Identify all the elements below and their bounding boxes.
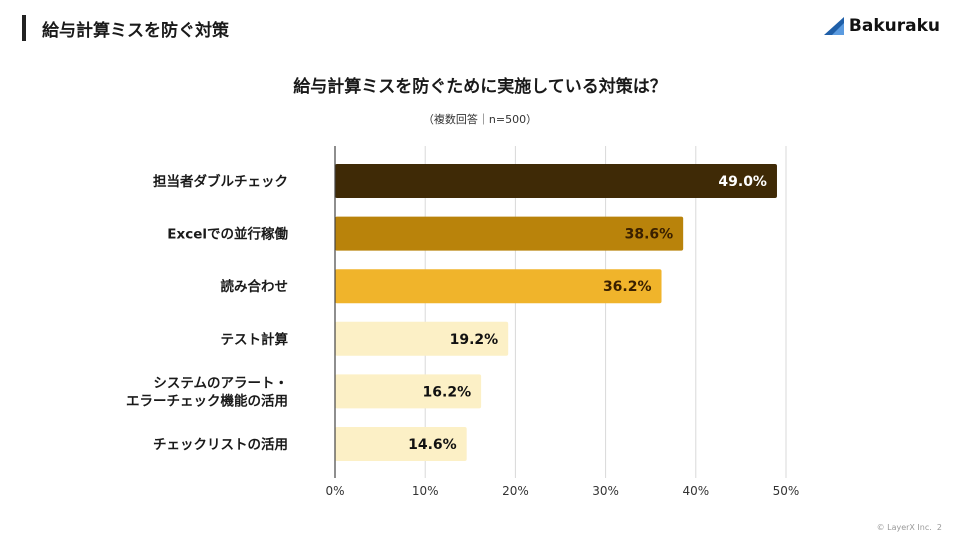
page-number: 2 (936, 523, 942, 532)
bakuraku-logo: Bakuraku (823, 16, 940, 36)
x-tick-label: 20% (502, 484, 529, 498)
category-label: システムのアラート・エラーチェック機能の活用 (126, 375, 288, 409)
x-tick-label: 50% (773, 484, 800, 498)
header-accent-bar (22, 15, 26, 41)
footer: © LayerX Inc. 2 (877, 523, 942, 532)
data-label: 19.2% (450, 332, 499, 348)
x-tick-label: 40% (682, 484, 709, 498)
category-label: Excelでの並行稼働 (167, 226, 288, 243)
category-label: 読み合わせ (221, 278, 289, 295)
category-label: テスト計算 (221, 331, 289, 348)
bar (335, 164, 777, 198)
data-label: 36.2% (603, 279, 652, 295)
x-tick-label: 30% (592, 484, 619, 498)
data-label: 38.6% (625, 227, 674, 243)
copyright: © LayerX Inc. (876, 523, 932, 532)
page-title: 給与計算ミスを防ぐ対策 (42, 21, 229, 41)
data-label: 49.0% (718, 174, 767, 190)
bar (335, 321, 509, 356)
logo-text: Bakuraku (848, 16, 940, 36)
bar (335, 269, 662, 304)
category-label: チェックリストの活用 (153, 436, 288, 453)
data-label: 16.2% (423, 384, 472, 400)
bar (335, 216, 684, 251)
chart-title: 給与計算ミスを防ぐために実施している対策は？ (293, 77, 667, 97)
data-label: 14.6% (408, 437, 457, 453)
bar (335, 427, 467, 461)
logo-mark-icon (823, 17, 844, 35)
x-tick-label: 0% (325, 484, 344, 498)
bar (335, 374, 482, 409)
category-label: 担当者ダブルチェック (153, 173, 288, 190)
x-tick-label: 10% (412, 484, 439, 498)
chart-subtitle: （複数回答｜n=500） (422, 113, 538, 126)
